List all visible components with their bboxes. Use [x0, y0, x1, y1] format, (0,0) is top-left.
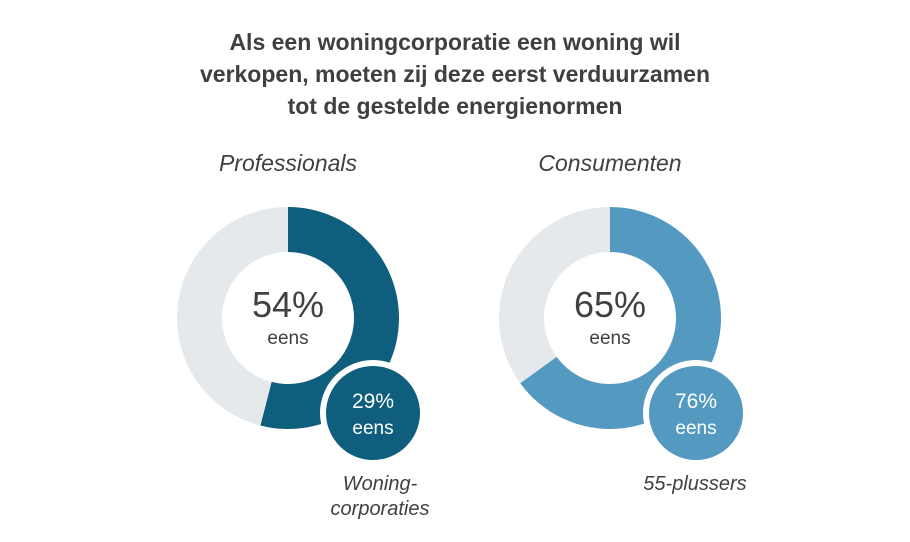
title-line-1: Als een woningcorporatie een woning wil [229, 29, 681, 55]
consumenten-center-value: 65% [573, 284, 647, 325]
professionals-highlight-bubble: 29% eens [320, 360, 426, 466]
professionals-group-label: Woning- corporaties [310, 472, 450, 522]
consumenten-label: Consumenten [538, 150, 682, 176]
group-label-line-2: corporaties [330, 498, 430, 520]
professionals-label: Professionals [218, 150, 358, 176]
consumenten-center-label: eens [589, 328, 631, 349]
professionals-center-value: 54% [251, 284, 325, 325]
consumenten-group-label: 55-plussers [625, 472, 765, 497]
group-label-line-1: Woning- [342, 473, 418, 495]
title-line-2: verkopen, moeten zij deze eerst verduurz… [199, 61, 710, 87]
donut-slice-rest [176, 207, 288, 426]
group-label-line-1: 55-plussers [643, 473, 747, 495]
chart-title: Als een woningcorporatie een woning wil … [0, 26, 910, 122]
consumenten-highlight-label: eens [675, 418, 717, 439]
consumenten-highlight-bubble: 76% eens [643, 360, 749, 466]
donut-slice-rest [499, 207, 610, 384]
consumenten-highlight-value: 76% [674, 390, 718, 413]
professionals-center-label: eens [267, 328, 309, 349]
professionals-highlight-label: eens [352, 418, 394, 439]
title-line-3: tot de gestelde energienormen [287, 93, 623, 119]
professionals-highlight-value: 29% [351, 390, 395, 413]
